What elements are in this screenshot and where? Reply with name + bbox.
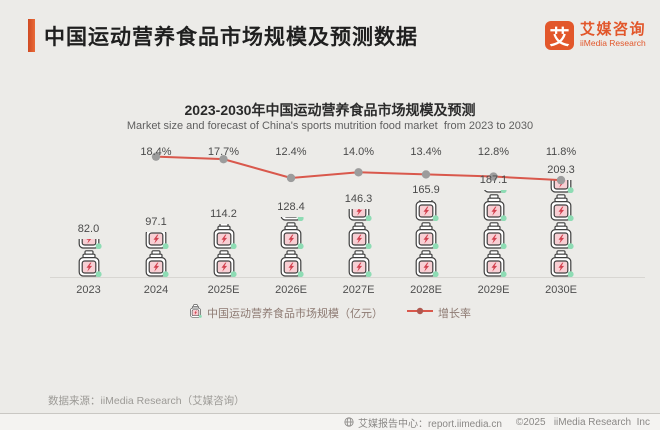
pictogram-bar-2025E (211, 223, 237, 277)
brand-logo: 艾 艾媒咨询 iiMedia Research (545, 21, 646, 50)
supplement-jar-icon (143, 231, 169, 249)
jar-icon (189, 304, 202, 321)
supplement-jar-icon (548, 179, 574, 193)
supplement-jar-icon (143, 249, 169, 277)
bar-value-label-2023: 82.0 (77, 222, 100, 235)
copyright: ©2025 iiMedia Research Inc (515, 416, 650, 428)
legend-item-market-size: 中国运动营养食品市场规模（亿元） (189, 304, 383, 321)
chart-legend: 中国运动营养食品市场规模（亿元） 增长率 (0, 304, 660, 321)
growth-rate-label-2030E: 11.8% (545, 146, 577, 158)
pictogram-bar-2026E (278, 217, 304, 277)
page-title: 中国运动营养食品市场规模及预测数据 (44, 26, 418, 49)
supplement-jar-icon (278, 217, 304, 221)
bar-value-label-2030E: 209.3 (547, 163, 575, 176)
x-axis-line (50, 277, 645, 278)
supplement-jar-icon (211, 249, 237, 277)
pictogram-bar-2029E (481, 189, 507, 277)
bar-value-label-2025E: 114.2 (210, 207, 237, 220)
growth-rate-label-2027E: 14.0% (342, 146, 375, 158)
growth-rate-label-2029E: 12.8% (477, 146, 510, 158)
chart-title: 2023-2030年中国运动营养食品市场规模及预测 (184, 102, 476, 118)
supplement-jar-icon (481, 221, 507, 249)
supplement-jar-icon (481, 189, 507, 193)
x-axis-label-2030E: 2030E (545, 284, 577, 296)
report-center-text: 艾媒报告中心：report.iimedia.cn (357, 418, 502, 430)
x-axis-label-2028E: 2028E (410, 284, 442, 296)
pictogram-bar-2023 (76, 238, 102, 277)
growth-rate-label-2026E: 12.4% (275, 146, 307, 158)
brand-logo-glyph: 艾 (549, 27, 570, 49)
supplement-jar-icon (548, 193, 574, 221)
growth-rate-label-2024: 18.4% (140, 146, 172, 158)
bar-value-label-2028E: 165.9 (412, 183, 440, 196)
supplement-jar-icon (481, 249, 507, 277)
growth-rate-label-2025E: 17.7% (207, 146, 240, 158)
bar-value-label-2029E: 187.1 (479, 173, 508, 186)
x-axis-label-2023: 2023 (76, 284, 101, 296)
pictogram-bar-2028E (413, 199, 439, 277)
supplement-jar-icon (278, 249, 304, 277)
supplement-jar-icon (211, 223, 237, 249)
x-axis-label-2026E: 2026E (275, 284, 307, 296)
globe-icon (344, 417, 354, 427)
supplement-jar-icon (76, 238, 102, 249)
pictogram-bar-2024 (143, 231, 169, 277)
brand-name-en: iiMedia Research (580, 38, 646, 48)
supplement-jar-icon (278, 221, 304, 249)
title-accent-bar (28, 19, 35, 52)
footer-bar: 艾媒报告中心：report.iimedia.cn ©2025 iiMedia R… (0, 413, 660, 430)
brand-name-cn: 艾媒咨询 (580, 21, 647, 38)
supplement-jar-icon (346, 221, 372, 249)
pictogram-bar-2030E (548, 179, 574, 277)
line-marker-icon (407, 306, 433, 319)
data-source: 数据来源：iiMedia Research（艾媒咨询） (48, 395, 245, 407)
chart-subtitle: Market size and forecast of China's spor… (126, 120, 534, 132)
supplement-jar-icon (548, 221, 574, 249)
bar-value-label-2024: 97.1 (145, 215, 167, 228)
legend-item-growth-rate: 增长率 (407, 305, 471, 321)
supplement-jar-icon (481, 193, 507, 221)
supplement-jar-icon (346, 249, 372, 277)
x-axis-label-2024: 2024 (143, 284, 169, 296)
x-axis-label-2025E: 2025E (207, 284, 240, 296)
brand-logo-icon: 艾 (545, 21, 574, 50)
growth-rate-label-2028E: 13.4% (410, 146, 442, 158)
report-center: 艾媒报告中心：report.iimedia.cn (344, 415, 502, 430)
supplement-jar-icon (413, 199, 439, 221)
supplement-jar-icon (76, 249, 102, 277)
supplement-jar-icon (413, 221, 439, 249)
legend-label-market-size: 中国运动营养食品市场规模（亿元） (207, 307, 383, 320)
legend-label-growth-rate: 增长率 (438, 307, 471, 320)
pictogram-bar-2027E (346, 208, 372, 277)
bar-value-label-2027E: 146.3 (344, 192, 373, 205)
supplement-jar-icon (413, 249, 439, 277)
x-axis-label-2029E: 2029E (477, 284, 510, 296)
supplement-jar-icon (548, 249, 574, 277)
bar-value-label-2026E: 128.4 (277, 201, 305, 214)
brand-logo-text: 艾媒咨询 iiMedia Research (580, 21, 646, 48)
supplement-jar-icon (346, 208, 372, 221)
x-axis-label-2027E: 2027E (342, 284, 375, 296)
